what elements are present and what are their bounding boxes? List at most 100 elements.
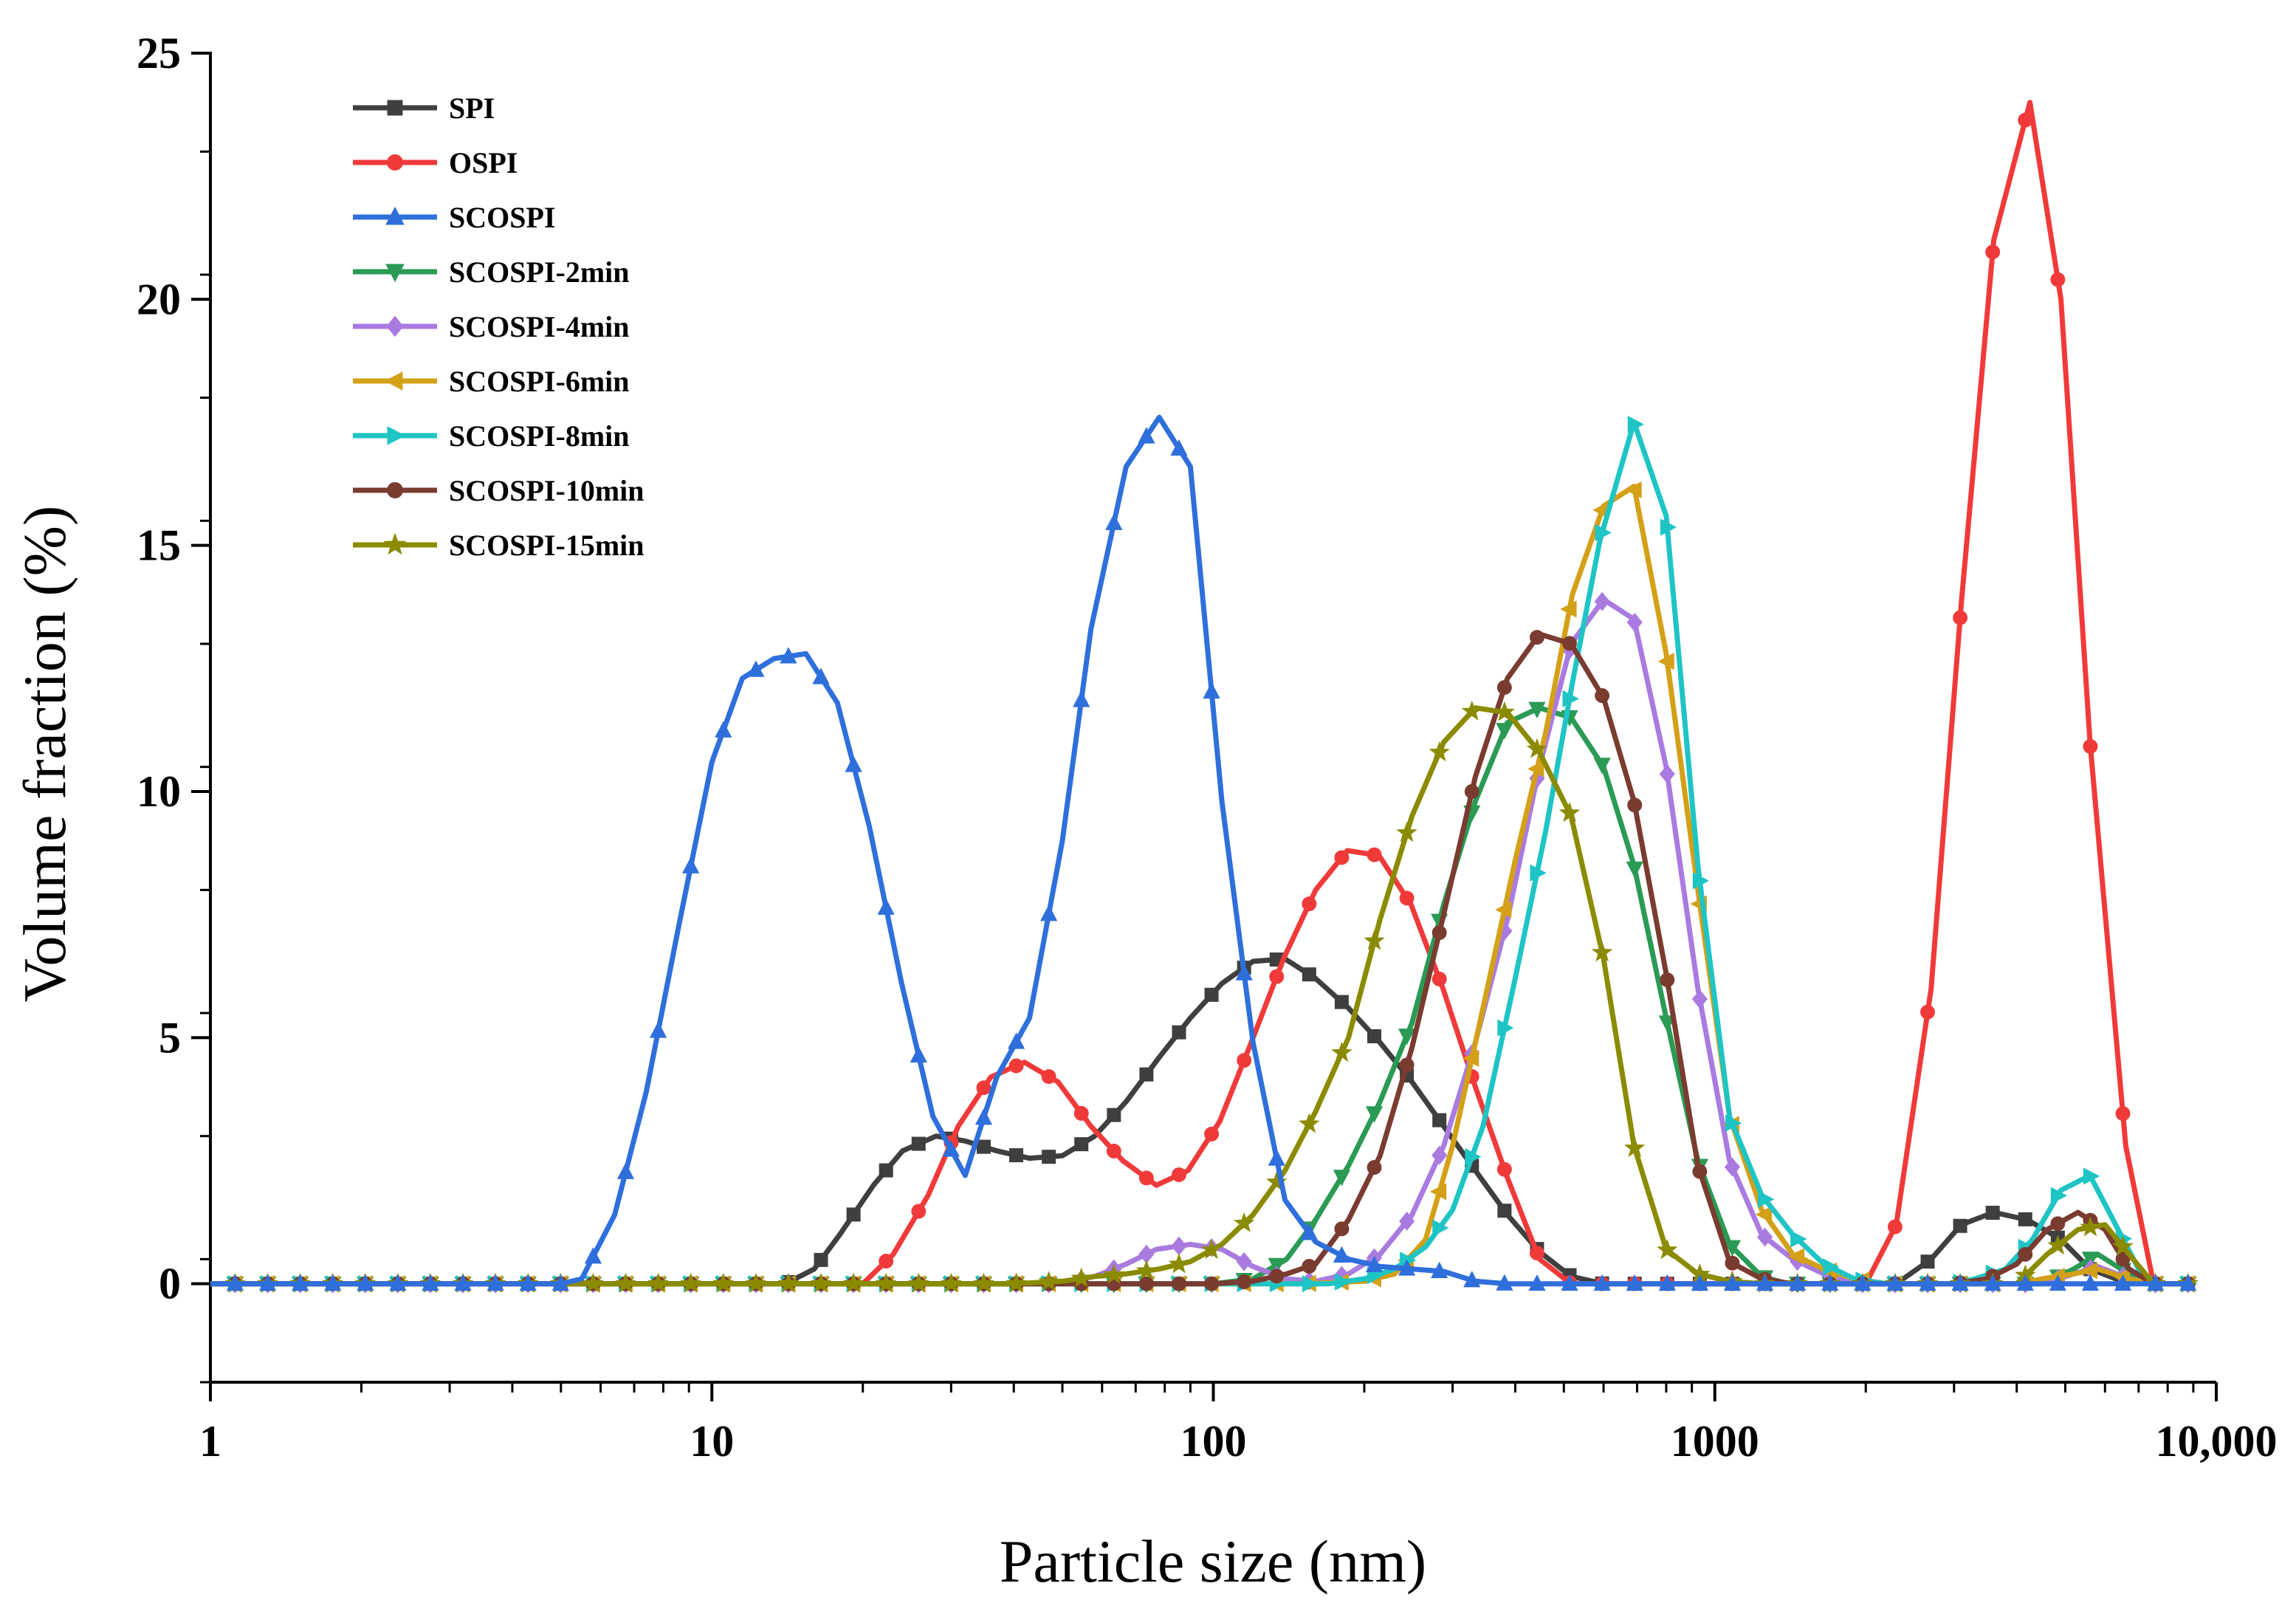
series-scospi-10min — [210, 630, 2196, 1291]
triangle-up-marker — [1496, 1274, 1513, 1291]
y-tick-label: 20 — [137, 275, 181, 323]
triangle-down-marker — [1398, 1029, 1416, 1046]
triangle-left-marker — [1657, 653, 1674, 670]
legend-item: SCOSPI-10min — [353, 474, 645, 507]
series-group — [210, 100, 2199, 1294]
triangle-up-marker — [551, 1274, 569, 1291]
triangle-up-marker — [1268, 1149, 1285, 1166]
triangle-up-marker — [1951, 1274, 1969, 1291]
triangle-up-marker — [519, 1274, 537, 1291]
triangle-down-marker — [1626, 861, 1643, 879]
square-marker — [1953, 1218, 1967, 1233]
triangle-up-marker — [1138, 427, 1155, 444]
triangle-right-marker — [1823, 1258, 1840, 1276]
triangle-up-marker — [1756, 1274, 1774, 1291]
y-tick-label: 0 — [159, 1260, 181, 1308]
triangle-left-marker — [384, 371, 403, 391]
square-marker — [1302, 967, 1316, 982]
circle-marker — [1237, 1274, 1252, 1290]
triangle-up-marker — [1789, 1274, 1807, 1291]
triangle-right-marker — [1334, 1273, 1352, 1291]
star-marker — [1526, 738, 1548, 758]
star-marker — [941, 1272, 962, 1293]
legend-item: SCOSPI-8min — [353, 419, 630, 453]
legend-item: SCOSPI-6min — [353, 365, 630, 398]
circle-marker — [1269, 1268, 1285, 1284]
circle-marker — [1334, 850, 1350, 865]
series-scospi-4min — [210, 591, 2196, 1294]
star-marker — [810, 1272, 832, 1293]
circle-marker — [1269, 969, 1285, 984]
triangle-right-marker — [1595, 523, 1612, 542]
legend: SPI OSPI SCOSPI SCOSPI-2min SCOSPI-4min SCOSP… — [353, 92, 645, 562]
circle-marker — [1431, 972, 1447, 986]
square-marker — [1042, 1150, 1056, 1164]
circle-marker — [2050, 272, 2066, 287]
y-tick-label: 10 — [137, 767, 181, 816]
circle-marker — [1334, 1221, 1350, 1237]
circle-marker — [976, 1080, 991, 1096]
star-marker — [383, 532, 407, 555]
circle-marker — [1530, 630, 1544, 645]
legend-label: SCOSPI-15min — [449, 529, 645, 562]
circle-marker — [1692, 1164, 1708, 1179]
triangle-left-marker — [1495, 901, 1512, 919]
circle-marker — [387, 154, 403, 171]
circle-marker — [1627, 797, 1643, 813]
legend-item: SCOSPI-4min — [353, 310, 630, 343]
triangle-right-marker — [2050, 1187, 2068, 1204]
star-marker — [1657, 1239, 1678, 1260]
triangle-up-marker — [291, 1274, 309, 1291]
legend-item: OSPI — [353, 146, 518, 179]
legend-label: SCOSPI-6min — [449, 365, 630, 398]
legend-label: SPI — [449, 92, 495, 125]
diamond-marker — [1724, 1157, 1741, 1177]
circle-marker — [1920, 1004, 1935, 1020]
legend-label: SCOSPI-2min — [449, 255, 630, 289]
triangle-left-marker — [1429, 1183, 1447, 1201]
star-marker — [615, 1272, 636, 1293]
circle-marker — [1431, 925, 1447, 941]
triangle-up-marker — [389, 1274, 407, 1291]
triangle-up-marker — [715, 721, 732, 738]
triangle-up-marker — [2016, 1274, 2034, 1291]
triangle-left-marker — [2080, 1262, 2097, 1280]
square-marker — [2018, 1212, 2032, 1226]
diamond-marker — [1757, 1227, 1773, 1247]
circle-marker — [1172, 1167, 1186, 1182]
triangle-up-marker — [877, 898, 895, 915]
square-marker — [814, 1252, 828, 1267]
legend-item: SPI — [353, 92, 495, 125]
triangle-up-marker — [1105, 513, 1123, 530]
star-marker — [1038, 1271, 1059, 1291]
triangle-up-marker — [1626, 1274, 1643, 1291]
square-marker — [1985, 1206, 2000, 1221]
star-marker — [1364, 930, 1385, 950]
circle-marker — [1464, 784, 1479, 799]
series-line — [210, 484, 2189, 1287]
star-marker — [1396, 822, 1417, 842]
x-tick-label: 1 — [199, 1417, 221, 1466]
triangle-down-marker — [1496, 723, 1513, 740]
square-marker — [1920, 1254, 1935, 1269]
circle-marker — [2018, 112, 2033, 128]
triangle-right-marker — [1302, 1275, 1319, 1293]
triangle-up-marker — [258, 1274, 277, 1291]
triangle-up-marker — [845, 755, 862, 772]
circle-marker — [1399, 890, 1415, 906]
circle-marker — [911, 1204, 927, 1219]
triangle-right-marker — [1432, 1219, 1449, 1237]
triangle-up-marker — [2147, 1274, 2165, 1291]
triangle-down-marker — [1593, 758, 1611, 775]
circle-marker — [2018, 1246, 2033, 1262]
triangle-up-marker — [910, 1046, 927, 1063]
diamond-marker — [1659, 764, 1675, 784]
circle-marker — [1041, 1069, 1056, 1084]
y-tick-label: 25 — [137, 29, 181, 78]
star-marker — [875, 1272, 897, 1293]
star-marker — [1135, 1260, 1158, 1280]
square-marker — [387, 100, 403, 116]
triangle-up-marker — [1040, 904, 1058, 921]
x-tick-label: 10 — [690, 1417, 734, 1466]
diamond-marker — [1399, 1212, 1415, 1231]
